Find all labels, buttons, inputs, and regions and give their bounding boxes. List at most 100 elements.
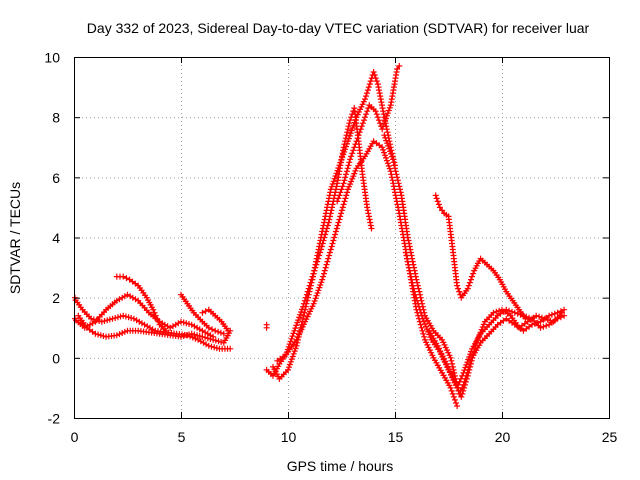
data-point-marker — [420, 330, 427, 337]
x-tick-label: 5 — [178, 429, 186, 445]
data-point-marker — [455, 285, 462, 292]
data-point-marker — [343, 171, 349, 178]
data-point-marker — [536, 313, 543, 320]
data-point-marker — [316, 252, 323, 259]
data-point-marker — [465, 369, 472, 376]
data-point-marker — [407, 270, 414, 277]
data-point-marker — [347, 156, 354, 163]
data-point-marker — [459, 372, 466, 379]
data-point-marker — [417, 306, 423, 313]
data-point-marker — [468, 276, 474, 283]
data-point-marker — [120, 273, 127, 280]
data-point-marker — [330, 237, 337, 244]
data-point-marker — [288, 356, 295, 363]
data-point-marker — [339, 183, 346, 190]
y-tick-label: 0 — [52, 350, 60, 366]
data-point-marker — [383, 157, 390, 164]
data-point-marker — [285, 343, 292, 350]
data-point-marker — [419, 315, 426, 322]
data-point-marker — [543, 322, 550, 329]
series-arc-15 — [432, 192, 529, 322]
data-point-marker — [397, 189, 404, 196]
data-point-marker — [345, 162, 352, 169]
data-point-marker — [284, 346, 291, 353]
data-point-marker — [342, 195, 349, 202]
data-point-marker — [343, 132, 350, 139]
data-point-marker — [334, 198, 341, 205]
data-point-marker — [451, 378, 458, 385]
data-point-marker — [335, 195, 342, 202]
data-point-marker — [460, 387, 467, 394]
data-point-marker — [381, 149, 388, 156]
data-point-marker — [308, 276, 315, 283]
data-point-marker — [294, 339, 301, 346]
data-point-marker — [212, 327, 219, 334]
series-arc-5 — [178, 291, 227, 337]
data-point-marker — [321, 234, 328, 241]
data-point-marker — [285, 366, 291, 373]
data-point-marker — [418, 312, 425, 319]
data-point-marker — [318, 246, 324, 253]
data-point-marker — [342, 135, 349, 142]
data-point-marker — [341, 141, 348, 148]
data-point-marker — [291, 327, 298, 334]
data-point-marker — [318, 279, 325, 286]
data-point-marker — [477, 329, 484, 336]
data-point-marker — [183, 332, 190, 339]
data-point-marker — [348, 178, 355, 185]
data-point-marker — [459, 390, 466, 397]
data-point-marker — [363, 93, 369, 100]
data-point-marker — [192, 335, 199, 342]
data-point-marker — [496, 307, 503, 314]
data-point-marker — [372, 75, 379, 82]
data-point-marker — [155, 318, 162, 325]
data-point-marker — [297, 324, 304, 331]
data-point-marker — [323, 228, 330, 235]
data-point-marker — [388, 174, 395, 181]
data-point-marker — [465, 356, 472, 363]
data-point-marker — [331, 175, 338, 182]
data-point-marker — [551, 310, 558, 317]
data-point-marker — [212, 337, 219, 344]
data-point-marker — [470, 270, 477, 277]
data-point-marker — [464, 359, 471, 366]
series-arc-4 — [113, 273, 169, 334]
data-point-marker — [466, 366, 473, 373]
data-point-marker — [306, 282, 313, 289]
data-point-marker — [396, 63, 403, 69]
data-point-marker — [456, 288, 463, 295]
data-point-marker — [324, 258, 331, 265]
data-point-marker — [325, 255, 332, 262]
data-point-marker — [370, 69, 377, 75]
data-point-marker — [533, 312, 540, 319]
data-point-marker — [464, 285, 471, 292]
data-point-marker — [522, 315, 529, 322]
data-point-marker — [371, 72, 378, 78]
data-point-marker — [423, 323, 429, 330]
data-point-marker — [332, 186, 339, 193]
data-point-marker — [334, 222, 341, 229]
data-point-marker — [385, 142, 392, 149]
data-point-marker — [383, 154, 389, 161]
series-arc-7 — [263, 321, 270, 331]
data-point-marker — [101, 318, 108, 324]
data-point-marker — [384, 129, 391, 136]
data-point-marker — [394, 201, 401, 208]
data-point-marker — [202, 308, 209, 315]
data-point-marker — [106, 316, 113, 323]
data-point-marker — [454, 282, 461, 289]
data-point-marker — [178, 333, 184, 340]
data-point-marker — [541, 315, 548, 322]
data-point-marker — [389, 156, 396, 163]
data-point-marker — [351, 144, 358, 151]
data-point-marker — [296, 330, 303, 337]
data-point-marker — [380, 146, 387, 153]
data-point-marker — [337, 213, 344, 220]
data-point-marker — [419, 327, 426, 334]
data-point-marker — [363, 90, 370, 97]
data-point-marker — [339, 204, 346, 211]
y-tick-label: 4 — [52, 230, 60, 246]
series-arc-11 — [334, 63, 403, 205]
data-point-marker — [152, 312, 159, 319]
data-point-marker — [471, 345, 478, 352]
